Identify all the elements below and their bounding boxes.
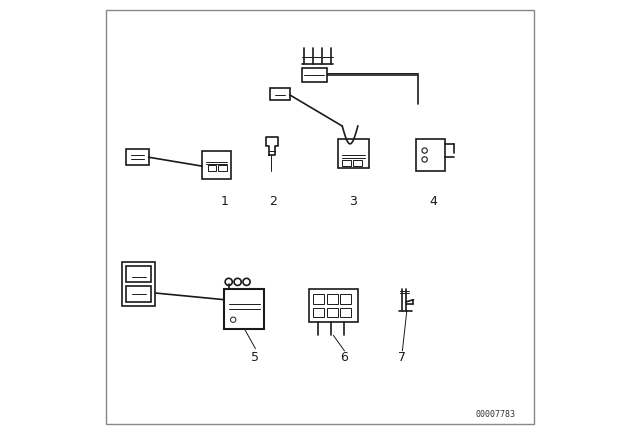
Bar [342,160,351,166]
Bar [314,308,324,318]
Bar [314,294,324,304]
Bar [340,308,351,318]
Bar [326,294,338,304]
Bar [224,289,264,329]
Bar [353,160,362,166]
Text: 3: 3 [349,195,357,208]
Bar [326,308,338,318]
Bar [126,286,151,302]
Bar [270,88,290,100]
Bar [126,149,148,165]
Text: 7: 7 [398,351,406,364]
Bar [122,262,156,306]
Bar [340,294,351,304]
Text: 5: 5 [252,351,259,364]
Bar [202,151,231,180]
Bar [208,165,216,172]
Bar [416,139,445,171]
Bar [338,139,369,168]
Text: 2: 2 [269,195,277,208]
Text: 1: 1 [220,195,228,208]
Bar [302,68,326,82]
Bar [218,165,227,172]
Text: 4: 4 [429,195,438,208]
Text: 00007783: 00007783 [476,410,516,419]
Bar [126,266,151,282]
Bar [309,289,358,322]
Text: 6: 6 [340,351,348,364]
